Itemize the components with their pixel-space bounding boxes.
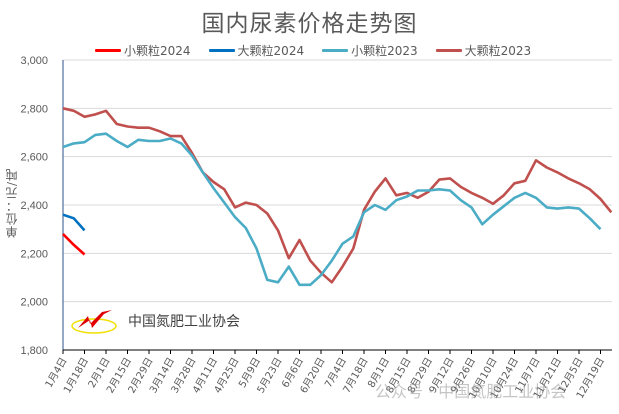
series-line [62,233,86,256]
y-tick-label: 2,000 [20,297,48,309]
legend-swatch-icon [208,49,235,52]
legend-item: 大颗粒2024 [208,42,305,59]
legend-label: 大颗粒2023 [464,44,532,58]
legend-label: 小颗粒2023 [351,44,418,58]
y-tick-label: 2,600 [20,152,48,164]
logo-icon [71,310,117,334]
legend-label: 大颗粒2024 [237,44,305,58]
y-tick-label: 3,000 [20,55,48,67]
legend-label: 小颗粒2024 [124,44,191,58]
logo-text: 中国氮肥工业协会 [128,314,240,330]
series-line [62,132,602,287]
legend-item: 小颗粒2024 [95,42,191,59]
legend-item: 大颗粒2023 [435,42,532,59]
legend-swatch-icon [95,49,121,52]
y-tick-label: 2,800 [20,103,48,115]
legend-item: 小颗粒2023 [322,42,418,59]
series-line [62,213,86,232]
chart-title: 国内尿素价格走势图 [201,11,418,37]
chart-legend: 小颗粒2024 大颗粒2024 小颗粒2023 大颗粒2023 [95,42,531,59]
association-logo: 中国氮肥工业协会 [70,306,240,336]
y-tick-label: 2,200 [20,248,48,260]
watermark: 公众号 · 中国氮肥工业协会 [375,382,567,401]
legend-swatch-icon [322,49,349,52]
y-axis-label: 单位：元/吨 [5,168,19,239]
y-tick-label: 2,400 [20,200,48,212]
series-line [62,107,613,284]
y-tick-label: 1,800 [20,345,48,357]
legend-swatch-icon [435,49,462,52]
